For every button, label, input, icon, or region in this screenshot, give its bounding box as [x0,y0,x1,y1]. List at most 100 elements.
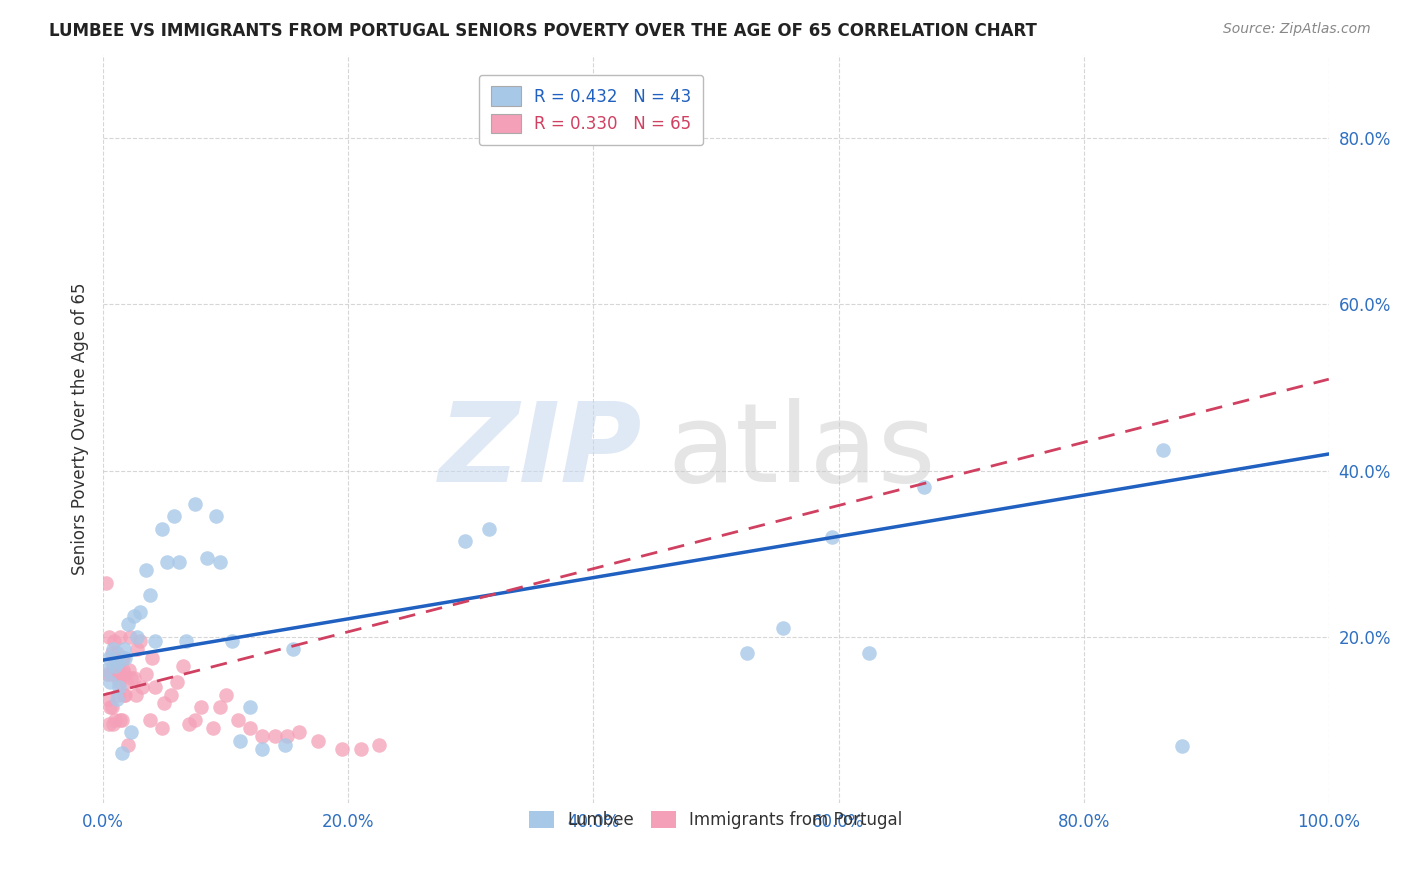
Point [166,675,188,690]
Point [239,721,262,735]
Point [96,667,118,681]
Point [107,655,129,669]
Point [143,634,166,648]
Point [454,534,477,549]
Point [101,717,124,731]
Point [156,555,179,569]
Point [263,730,285,744]
Point [104,658,127,673]
Point [735,647,758,661]
Point [101,658,124,673]
Text: ZIP: ZIP [439,398,643,505]
Point [122,609,145,624]
Point [208,700,231,714]
Point [184,713,207,727]
Point [108,667,131,681]
Point [120,671,142,685]
Point [104,713,127,727]
Point [111,663,134,677]
Point [172,658,194,673]
Point [97,692,120,706]
Point [107,688,129,702]
Point [135,667,157,681]
Point [167,555,190,569]
Text: LUMBEE VS IMMIGRANTS FROM PORTUGAL SENIORS POVERTY OVER THE AGE OF 65 CORRELATIO: LUMBEE VS IMMIGRANTS FROM PORTUGAL SENIO… [49,22,1038,40]
Text: Source: ZipAtlas.com: Source: ZipAtlas.com [1223,22,1371,37]
Point [98,630,121,644]
Point [239,700,262,714]
Point [94,575,117,590]
Point [367,738,389,752]
Point [110,650,132,665]
Point [184,497,207,511]
Point [111,650,134,665]
Y-axis label: Seniors Poverty Over the Age of 65: Seniors Poverty Over the Age of 65 [72,283,89,575]
Point [120,725,142,739]
Point [110,630,132,644]
Point [215,688,238,702]
Legend: Lumbee, Immigrants from Portugal: Lumbee, Immigrants from Portugal [523,805,910,836]
Point [117,738,139,752]
Point [195,550,218,565]
Point [221,634,243,648]
Point [98,650,121,665]
Point [129,634,152,648]
Point [94,663,117,677]
Point [229,733,252,747]
Point [108,675,131,690]
Point [138,588,160,602]
Point [105,692,128,706]
Point [252,730,274,744]
Point [112,667,135,681]
Point [176,634,198,648]
Point [276,730,298,744]
Point [125,688,148,702]
Point [163,509,186,524]
Point [858,647,880,661]
Point [330,742,353,756]
Point [273,738,295,752]
Point [108,680,131,694]
Point [104,650,127,665]
Point [120,630,142,644]
Point [112,688,135,702]
Point [150,522,173,536]
Point [107,658,129,673]
Point [110,713,132,727]
Point [153,696,176,710]
Point [252,742,274,756]
Point [127,642,149,657]
Point [150,721,173,735]
Point [110,713,132,727]
Point [100,667,122,681]
Point [138,713,160,727]
Point [208,555,231,569]
Point [127,630,149,644]
Point [281,642,304,657]
Point [288,725,311,739]
Point [118,663,141,677]
Point [101,642,124,657]
Point [190,700,212,714]
Point [103,667,125,681]
Point [772,622,794,636]
Point [143,680,166,694]
Point [205,509,228,524]
Point [821,530,844,544]
Point [307,733,329,747]
Point [131,680,153,694]
Point [202,721,225,735]
Point [105,663,128,677]
Point [1152,442,1174,457]
Point [1170,739,1192,754]
Point [100,700,122,714]
Point [110,746,132,760]
Point [115,675,138,690]
Point [159,688,181,702]
Point [135,563,157,577]
Point [478,522,501,536]
Point [122,671,145,685]
Point [349,742,371,756]
Point [98,717,121,731]
Point [226,713,249,727]
